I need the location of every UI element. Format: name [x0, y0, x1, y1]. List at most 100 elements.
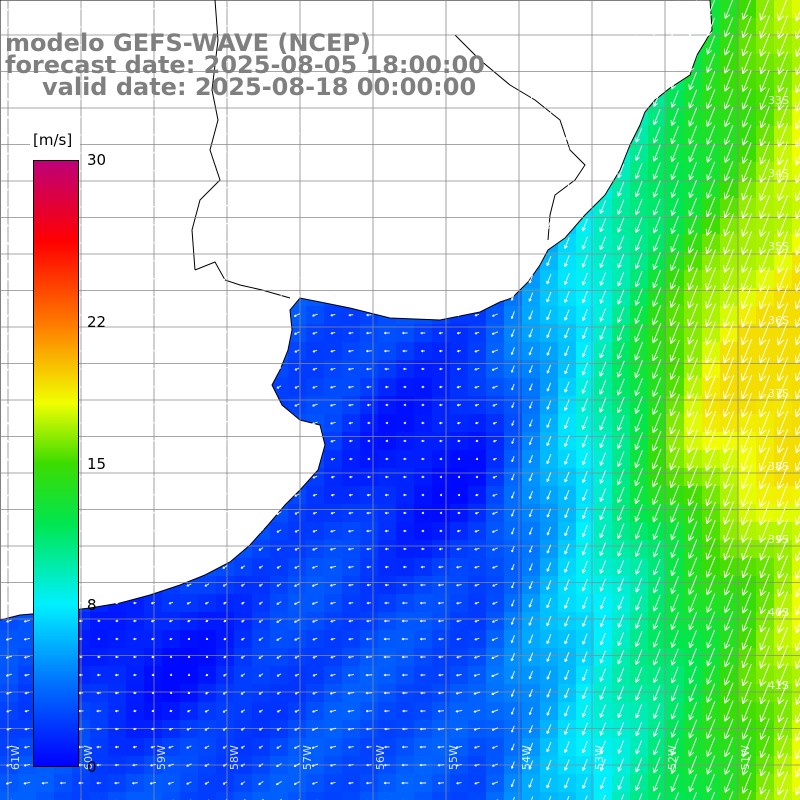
wind-arrow: [60, 61, 66, 65]
wind-arrow: [670, 648, 679, 666]
wind-arrow: [150, 367, 156, 371]
wind-arrow: [777, 69, 788, 93]
wind-arrow: [616, 486, 625, 504]
wind-arrow: [78, 25, 84, 29]
wind-arrow: [240, 186, 246, 192]
wind-arrow: [347, 673, 354, 677]
wind-arrow: [688, 215, 698, 235]
wind-arrow: [723, 410, 735, 436]
wind-arrow: [457, 493, 461, 497]
wind-arrow: [222, 331, 228, 335]
wind-arrow: [474, 367, 480, 371]
wind-arrow: [528, 688, 533, 698]
wind-arrow: [617, 271, 625, 287]
wind-arrow: [223, 637, 227, 641]
wind-arrow: [634, 288, 643, 306]
wind-arrow: [311, 241, 318, 245]
wind-arrow: [258, 403, 264, 407]
wind-arrow: [474, 331, 480, 335]
wind-arrow: [275, 24, 282, 30]
wind-arrow: [759, 33, 770, 57]
wind-arrow: [438, 655, 444, 659]
wind-arrow: [330, 169, 336, 173]
wind-arrow: [599, 560, 607, 574]
wind-arrow: [204, 745, 210, 749]
longitude-label: 60W: [82, 745, 95, 770]
wind-arrow: [511, 95, 515, 103]
wind-arrow: [149, 313, 157, 317]
wind-arrow: [759, 771, 770, 795]
wind-arrow: [564, 309, 570, 321]
wind-arrow: [581, 327, 588, 340]
wind-arrow: [474, 295, 480, 299]
wind-arrow: [239, 348, 246, 354]
wind-arrow: [617, 217, 625, 233]
wind-arrow: [617, 253, 625, 269]
wind-arrow: [114, 295, 120, 299]
speed-cell: [792, 486, 800, 505]
wind-arrow: [169, 673, 173, 677]
wind-arrow: [347, 79, 355, 83]
wind-arrow: [5, 529, 12, 533]
wind-arrow: [653, 721, 661, 737]
wind-arrow: [511, 275, 515, 283]
wind-arrow: [706, 71, 716, 92]
wind-arrow: [724, 611, 734, 631]
wind-arrow: [131, 511, 139, 515]
wind-arrow: [777, 753, 789, 778]
wind-arrow: [492, 565, 498, 569]
wind-arrow: [546, 382, 552, 392]
wind-arrow: [6, 547, 12, 551]
wind-arrow: [528, 472, 534, 482]
wind-arrow: [169, 709, 173, 713]
wind-arrow: [473, 61, 481, 65]
wind-arrow: [222, 493, 228, 497]
wind-arrow: [240, 510, 246, 516]
wind-arrow: [688, 737, 698, 757]
wind-arrow: [474, 511, 479, 515]
wind-arrow: [564, 670, 570, 681]
wind-arrow: [330, 385, 336, 389]
wind-arrow: [777, 464, 789, 490]
wind-arrow: [257, 6, 264, 12]
wind-arrow: [759, 555, 770, 579]
wind-arrow: [23, 133, 31, 137]
wind-arrow: [258, 241, 264, 245]
wind-arrow: [617, 740, 624, 754]
wind-arrow: [383, 331, 390, 335]
wind-arrow: [510, 40, 515, 50]
wind-arrow: [420, 25, 426, 29]
wind-arrow: [581, 236, 588, 250]
wind-arrow: [528, 4, 534, 14]
wind-arrow: [670, 144, 679, 163]
wind-arrow: [599, 470, 607, 484]
wind-arrow: [528, 580, 533, 590]
wind-arrow: [669, 393, 680, 417]
wind-arrow: [705, 249, 716, 273]
wind-arrow: [41, 115, 49, 119]
wind-arrow: [564, 615, 570, 627]
wind-arrow: [113, 385, 121, 389]
wind-arrow: [456, 583, 462, 587]
wind-arrow: [149, 187, 157, 191]
speed-cell: [792, 594, 800, 613]
wind-arrow: [6, 133, 12, 137]
speed-cell: [792, 90, 800, 109]
wind-arrow: [475, 475, 479, 479]
wind-arrow: [563, 111, 570, 123]
wind-arrow: [564, 741, 570, 753]
wind-arrow: [131, 475, 139, 479]
wind-arrow: [616, 505, 625, 522]
wind-arrow: [473, 43, 481, 47]
wind-arrow: [402, 709, 408, 713]
wind-arrow: [584, 795, 588, 800]
wind-arrow: [312, 223, 318, 227]
wind-arrow: [79, 655, 83, 659]
wind-arrow: [564, 399, 570, 411]
wind-arrow: [294, 43, 300, 47]
wind-arrow: [455, 691, 463, 695]
wind-arrow: [23, 511, 30, 515]
wind-arrow: [564, 705, 570, 717]
wind-arrow: [511, 599, 515, 607]
wind-arrow: [439, 421, 443, 425]
